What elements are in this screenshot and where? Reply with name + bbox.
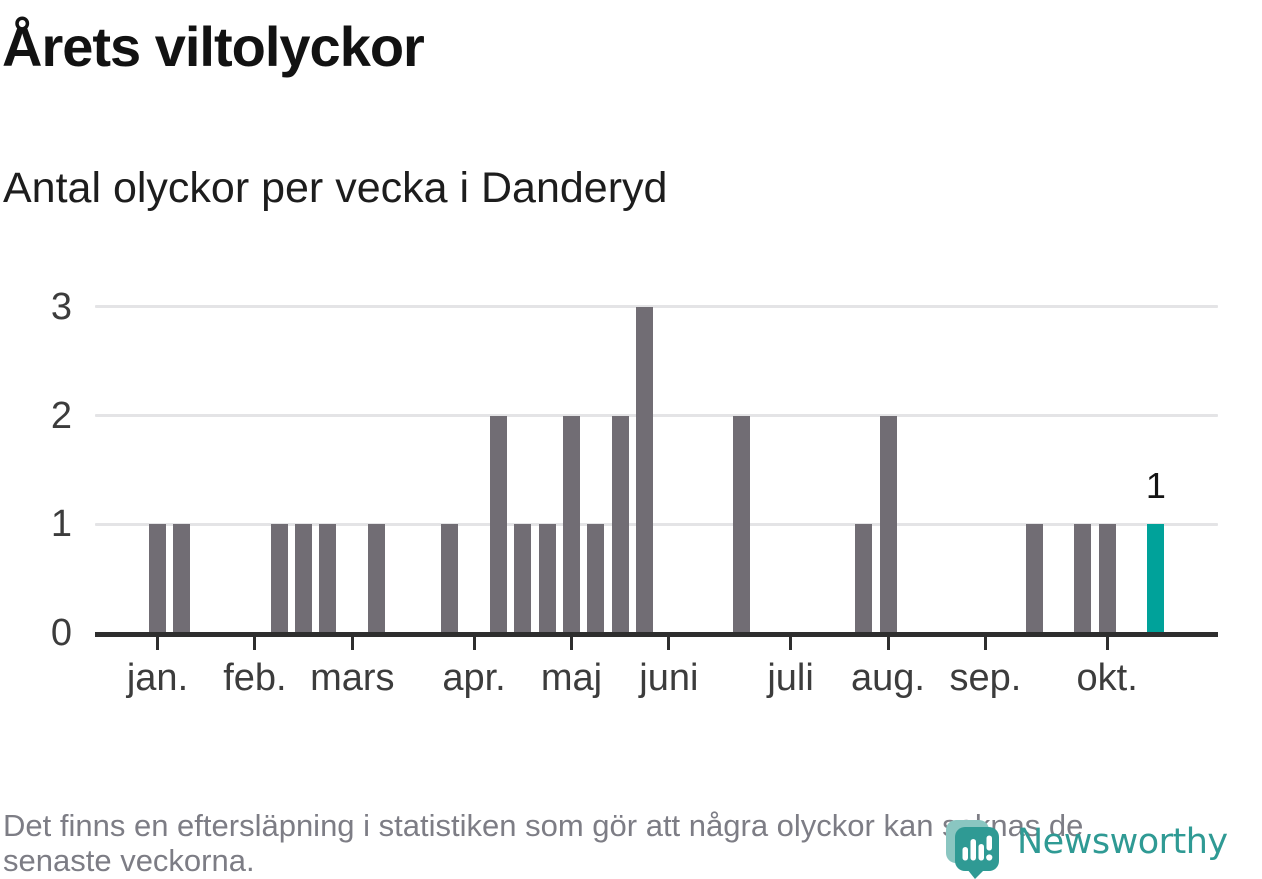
chart-title: Årets viltolyckor <box>2 15 425 78</box>
bar <box>1074 524 1092 633</box>
month-label: mars <box>310 657 395 699</box>
month-tick <box>983 637 987 650</box>
bar <box>636 306 653 633</box>
bar <box>587 524 605 633</box>
footer-note: Det finns en eftersläpning i statistiken… <box>3 808 1084 878</box>
footer-note-line: Det finns en eftersläpning i statistiken… <box>3 808 1084 843</box>
month-label: sep. <box>949 657 1022 699</box>
month-tick <box>1105 637 1109 650</box>
exclamation-dot <box>986 854 993 861</box>
month-tick <box>569 637 573 650</box>
month-label: maj <box>540 657 603 699</box>
y-axis-label: 3 <box>50 285 72 328</box>
bar <box>368 524 386 633</box>
x-axis-line <box>95 632 1218 637</box>
exclamation-bar <box>986 835 992 851</box>
mini-bar-2 <box>970 839 976 861</box>
pin-body-shape <box>955 827 999 871</box>
bar-value-label: 1 <box>1145 465 1166 507</box>
newsworthy-pin-icon <box>946 820 999 879</box>
y-axis-label: 1 <box>50 503 72 546</box>
bar <box>855 524 873 633</box>
bar <box>611 415 629 633</box>
bar <box>489 415 507 633</box>
month-label: apr. <box>442 657 506 699</box>
month-tick <box>789 637 793 650</box>
month-tick <box>350 637 354 650</box>
highlighted-bar <box>1147 524 1165 633</box>
bar <box>1098 524 1116 633</box>
month-label: aug. <box>851 657 925 699</box>
bar <box>319 524 337 633</box>
y-axis-label: 0 <box>50 612 72 654</box>
month-tick <box>472 637 476 650</box>
month-label: juli <box>767 657 814 699</box>
month-label: juni <box>639 657 699 699</box>
bar <box>562 415 580 633</box>
bar <box>270 524 288 633</box>
bar <box>1025 524 1043 633</box>
bar <box>879 415 897 633</box>
pin-tail-shape <box>967 869 985 879</box>
newsworthy-logo-text: Newsworthy <box>1017 822 1228 862</box>
gridline <box>95 522 1218 526</box>
month-label: okt. <box>1076 657 1138 699</box>
bar <box>538 524 556 633</box>
month-tick <box>667 637 671 650</box>
bar <box>514 524 532 633</box>
bar <box>295 524 313 633</box>
month-label: feb. <box>223 657 287 699</box>
month-label: jan. <box>126 657 189 699</box>
bar <box>149 524 166 633</box>
footer-note-line: senaste veckorna. <box>3 842 255 878</box>
month-tick <box>253 637 257 650</box>
gridline <box>95 305 1218 309</box>
bar <box>441 524 459 633</box>
mini-bar-1 <box>962 847 968 861</box>
y-axis-label: 2 <box>50 394 72 437</box>
gridline <box>95 414 1218 418</box>
bar <box>173 524 191 633</box>
newsworthy-logo: Newsworthy <box>946 820 1228 879</box>
bar <box>733 415 751 633</box>
month-tick <box>886 637 890 650</box>
chart-subtitle: Antal olyckor per vecka i Danderyd <box>3 164 668 212</box>
mini-bar-3 <box>978 844 984 861</box>
month-tick <box>156 637 159 650</box>
